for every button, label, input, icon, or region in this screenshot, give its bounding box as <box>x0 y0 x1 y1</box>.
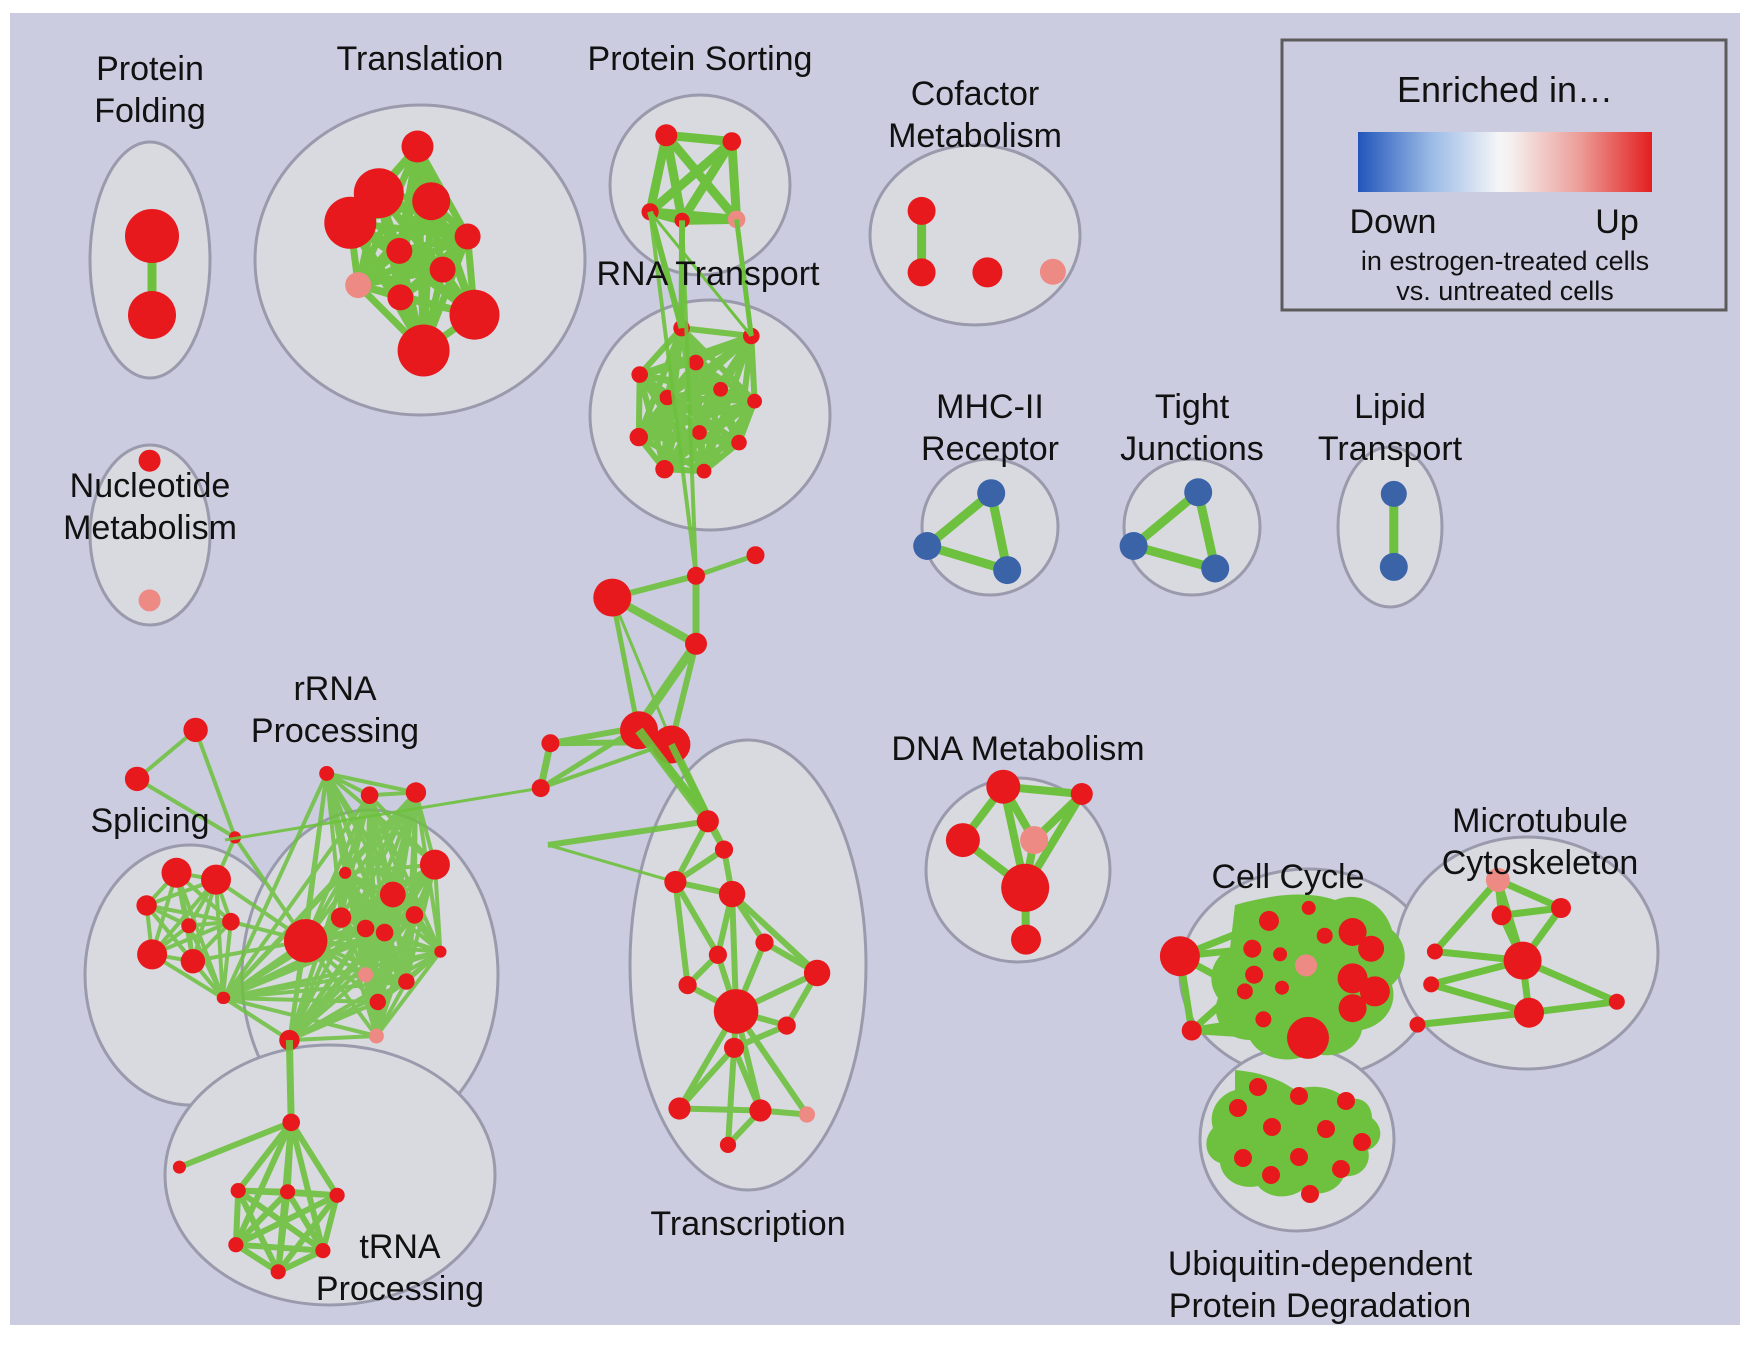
svg-text:Junctions: Junctions <box>1120 430 1264 468</box>
svg-text:Protein: Protein <box>96 50 204 88</box>
svg-text:Cell Cycle: Cell Cycle <box>1211 858 1364 896</box>
svg-text:Translation: Translation <box>337 40 504 78</box>
svg-text:Nucleotide: Nucleotide <box>70 467 231 505</box>
svg-text:Cytoskeleton: Cytoskeleton <box>1442 844 1639 882</box>
svg-text:Microtubule: Microtubule <box>1452 802 1628 840</box>
svg-text:Cofactor: Cofactor <box>911 75 1040 113</box>
svg-text:Down: Down <box>1350 203 1437 241</box>
svg-text:Metabolism: Metabolism <box>63 509 237 547</box>
svg-text:Metabolism: Metabolism <box>888 117 1062 155</box>
svg-text:Protein Degradation: Protein Degradation <box>1169 1287 1471 1325</box>
svg-text:rRNA: rRNA <box>293 670 376 708</box>
svg-text:Folding: Folding <box>94 92 206 130</box>
svg-text:in estrogen-treated cells: in estrogen-treated cells <box>1361 246 1649 276</box>
svg-text:Processing: Processing <box>316 1270 484 1308</box>
svg-text:DNA Metabolism: DNA Metabolism <box>891 730 1144 768</box>
svg-text:tRNA: tRNA <box>359 1228 441 1266</box>
svg-text:Protein Sorting: Protein Sorting <box>588 40 813 78</box>
svg-text:Up: Up <box>1595 203 1638 241</box>
svg-text:Lipid: Lipid <box>1354 388 1426 426</box>
svg-text:Enriched in…: Enriched in… <box>1397 69 1613 110</box>
svg-text:Transcription: Transcription <box>650 1205 845 1243</box>
svg-text:MHC-II: MHC-II <box>936 388 1044 426</box>
svg-text:Tight: Tight <box>1155 388 1230 426</box>
svg-text:Processing: Processing <box>251 712 419 750</box>
svg-text:Ubiquitin-dependent: Ubiquitin-dependent <box>1168 1245 1473 1283</box>
svg-text:Receptor: Receptor <box>921 430 1059 468</box>
svg-text:Transport: Transport <box>1318 430 1463 468</box>
svg-text:Splicing: Splicing <box>90 802 209 840</box>
svg-text:vs. untreated cells: vs. untreated cells <box>1396 276 1614 306</box>
svg-text:RNA Transport: RNA Transport <box>597 255 821 293</box>
